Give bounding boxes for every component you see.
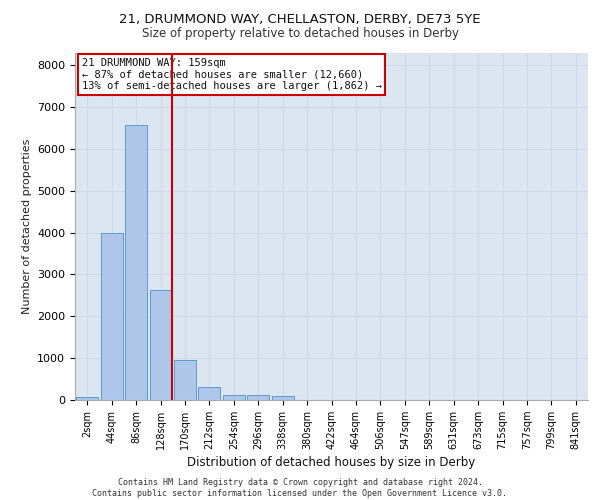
Bar — [272, 396, 293, 400]
Text: Size of property relative to detached houses in Derby: Size of property relative to detached ho… — [142, 28, 458, 40]
Bar — [174, 360, 196, 400]
Text: 21 DRUMMOND WAY: 159sqm
← 87% of detached houses are smaller (12,660)
13% of sem: 21 DRUMMOND WAY: 159sqm ← 87% of detache… — [82, 58, 382, 91]
Bar — [199, 387, 220, 400]
Bar — [125, 126, 147, 400]
Y-axis label: Number of detached properties: Number of detached properties — [22, 138, 32, 314]
Text: 21, DRUMMOND WAY, CHELLASTON, DERBY, DE73 5YE: 21, DRUMMOND WAY, CHELLASTON, DERBY, DE7… — [119, 12, 481, 26]
Bar — [101, 234, 122, 400]
Bar — [247, 396, 269, 400]
Bar — [76, 396, 98, 400]
Text: Contains HM Land Registry data © Crown copyright and database right 2024.
Contai: Contains HM Land Registry data © Crown c… — [92, 478, 508, 498]
Bar — [223, 394, 245, 400]
X-axis label: Distribution of detached houses by size in Derby: Distribution of detached houses by size … — [187, 456, 476, 469]
Bar — [149, 290, 172, 400]
